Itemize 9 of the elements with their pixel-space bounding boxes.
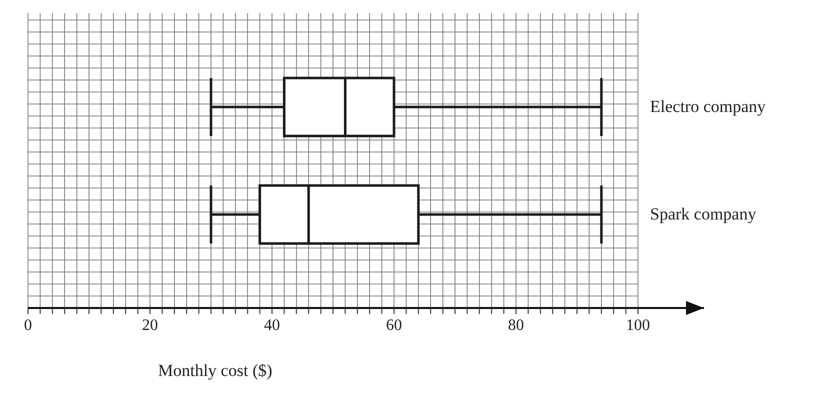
y-tick-label: Electro company <box>650 96 766 116</box>
x-tick-label: 20 <box>142 317 158 334</box>
x-axis-title: Monthly cost ($) <box>158 361 272 381</box>
x-tick-label: 60 <box>386 317 402 334</box>
y-tick-label: Spark company <box>650 204 757 224</box>
x-tick-label: 40 <box>264 317 280 334</box>
x-tick-label: 100 <box>626 317 650 334</box>
x-tick-label: 0 <box>24 317 32 334</box>
x-tick-label: 80 <box>508 317 524 334</box>
